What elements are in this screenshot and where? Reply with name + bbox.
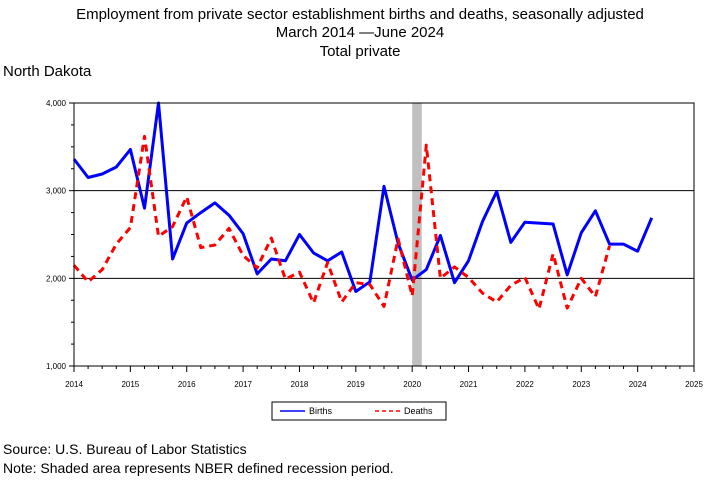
legend-box: [271, 401, 447, 421]
x-tick-label: 2016: [178, 380, 196, 389]
x-tick-label: 2019: [347, 380, 365, 389]
region-label: North Dakota: [3, 63, 92, 80]
x-tick-label: 2015: [121, 380, 139, 389]
x-tick-label: 2022: [516, 380, 534, 389]
x-tick-label: 2017: [234, 380, 252, 389]
plot-frame: [73, 102, 695, 367]
legend-label-deaths: Deaths: [404, 406, 433, 416]
chart-subtitle-series: Total private: [319, 43, 401, 60]
chart-subtitle-period: March 2014 —June 2024: [275, 24, 445, 41]
y-tick-label: 3,000: [46, 187, 67, 196]
x-tick-label: 2021: [460, 380, 478, 389]
chart-title: Employment from private sector establish…: [76, 6, 644, 23]
source-note: Source: U.S. Bureau of Labor Statistics: [3, 441, 247, 457]
x-tick-label: 2020: [403, 380, 421, 389]
x-tick-label: 2023: [572, 380, 590, 389]
legend-label-births: Births: [309, 406, 333, 416]
y-tick-label: 1,000: [46, 362, 67, 371]
x-tick-label: 2024: [629, 380, 647, 389]
y-tick-label: 2,000: [46, 274, 67, 283]
recession-note: Note: Shaded area represents NBER define…: [3, 460, 394, 476]
series-line-births: [72, 101, 654, 293]
x-tick-label: 2014: [65, 380, 83, 389]
x-tick-label: 2018: [291, 380, 309, 389]
series-line-deaths: [72, 134, 611, 311]
y-tick-label: 4,000: [46, 99, 67, 108]
x-tick-label: 2025: [685, 380, 703, 389]
